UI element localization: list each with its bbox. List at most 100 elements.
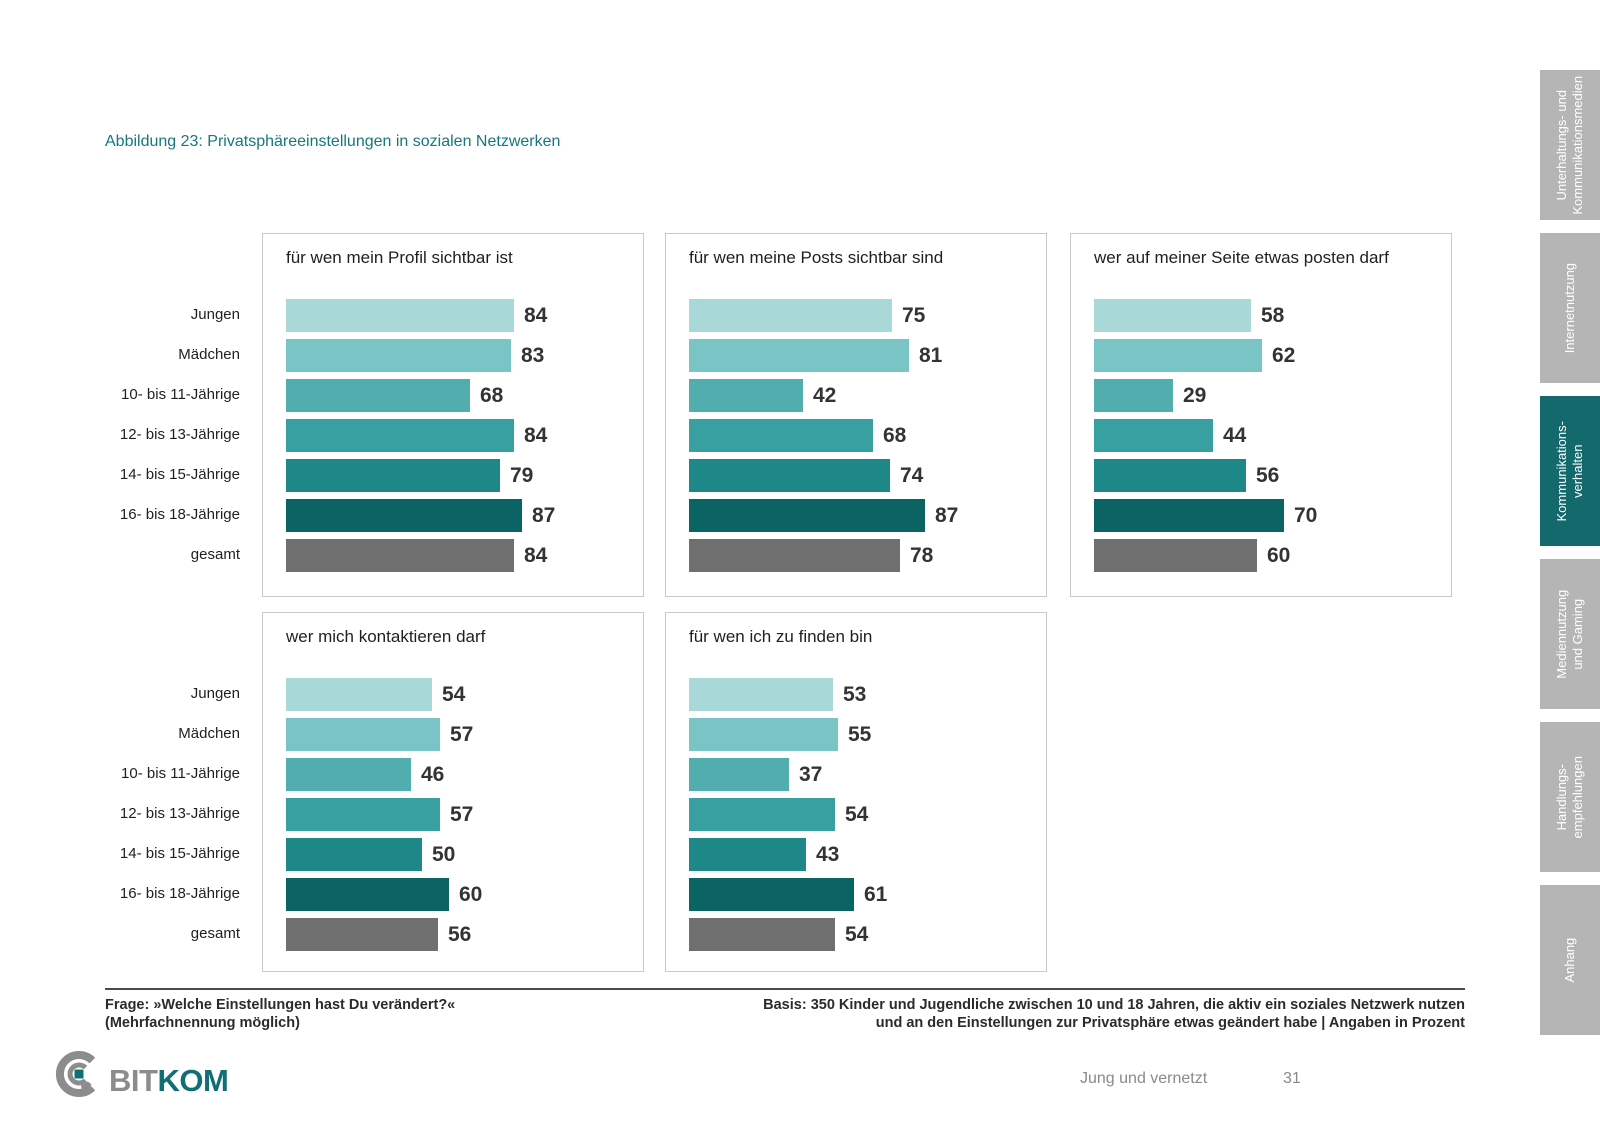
bar-value-label: 37: [799, 762, 823, 786]
bar-value-label: 84: [524, 423, 548, 447]
bar-row-14-bis-15-j-hrige: 56: [1094, 459, 1451, 492]
bar-row-10-bis-11-j-hrige: 29: [1094, 379, 1451, 412]
basis-note: Basis: 350 Kinder und Jugendliche zwisch…: [763, 996, 1465, 1032]
category-label-14-bis-15-j-hrige: 14- bis 15-Jährige: [119, 845, 240, 862]
bar-row-jungen: 75: [689, 299, 1046, 332]
bar-value-label: 61: [864, 882, 888, 906]
bar: [689, 299, 892, 332]
bar-value-label: 58: [1261, 303, 1285, 327]
bar-value-label: 56: [1256, 463, 1280, 487]
sidebar-tab-kommunikations-verhalten[interactable]: Kommunikations- verhalten: [1540, 396, 1600, 546]
bar: [689, 339, 909, 372]
bars-group: 58 62 29 44 56 70 60: [1094, 299, 1451, 572]
bar-row-14-bis-15-j-hrige: 43: [689, 838, 1046, 871]
category-label-14-bis-15-j-hrige: 14- bis 15-Jährige: [119, 466, 240, 483]
question-note: Frage: »Welche Einstellungen hast Du ver…: [105, 996, 455, 1032]
chart-panel-wer-auf-meiner-seite-etwas-posten-darf: wer auf meiner Seite etwas posten darf 58…: [1070, 233, 1452, 597]
chart-panel-f-r-wen-ich-zu-finden-bin: für wen ich zu finden bin 53 55 37 54 43 61 54: [665, 612, 1047, 972]
bar: [286, 918, 438, 951]
basis-line-2: und an den Einstellungen zur Privatsphär…: [875, 1015, 1465, 1031]
bar: [1094, 539, 1257, 572]
bar: [689, 878, 854, 911]
category-labels: Jungen Mädchen 10- bis 11-Jährige 12- bis 1…: [40, 677, 240, 957]
category-label-10-bis-11-j-hrige: 10- bis 11-Jährige: [121, 765, 240, 782]
bar-row-gesamt: 84: [286, 539, 643, 572]
bar-value-label: 68: [480, 383, 504, 407]
bar: [286, 878, 449, 911]
sidebar-tab-unterhaltungs-und-kommunikationsmedien[interactable]: Unterhaltungs- und Kommunikationsmedien: [1540, 70, 1600, 220]
bar-value-label: 87: [935, 503, 959, 527]
category-label-jungen: Jungen: [190, 685, 240, 702]
sidebar-tab-mediennutzung-und-gaming[interactable]: Mediennutzung und Gaming: [1540, 559, 1600, 709]
bar: [286, 838, 422, 871]
bar-value-label: 62: [1272, 343, 1296, 367]
footer-divider: [105, 988, 1465, 990]
bar-row-16-bis-18-j-hrige: 60: [286, 878, 643, 911]
bar-row-16-bis-18-j-hrige: 61: [689, 878, 1046, 911]
bar: [286, 379, 470, 412]
bar-value-label: 29: [1183, 383, 1207, 407]
bar-row-14-bis-15-j-hrige: 79: [286, 459, 643, 492]
bar-value-label: 83: [521, 343, 545, 367]
bitkom-logo-icon: [55, 1044, 103, 1109]
bar-value-label: 57: [450, 722, 474, 746]
category-label-m-dchen: Mädchen: [178, 346, 240, 363]
bar-value-label: 54: [845, 802, 869, 826]
bar: [286, 718, 440, 751]
bar-row-m-dchen: 81: [689, 339, 1046, 372]
category-label-12-bis-13-j-hrige: 12- bis 13-Jährige: [119, 805, 240, 822]
bar: [286, 539, 514, 572]
bar: [286, 758, 411, 791]
bar-value-label: 84: [524, 303, 548, 327]
bar: [689, 499, 925, 532]
bitkom-wordmark: BITKOM: [109, 1063, 229, 1099]
bar-value-label: 70: [1294, 503, 1318, 527]
bar-value-label: 57: [450, 802, 474, 826]
bar-value-label: 54: [442, 682, 466, 706]
bar: [286, 419, 514, 452]
sidebar-tab-handlungs-empfehlungen[interactable]: Handlungs- empfehlungen: [1540, 722, 1600, 872]
bar-row-jungen: 54: [286, 678, 643, 711]
bar: [689, 758, 789, 791]
bar-row-14-bis-15-j-hrige: 50: [286, 838, 643, 871]
bar-value-label: 60: [1267, 543, 1291, 567]
bar: [689, 718, 838, 751]
bar-value-label: 54: [845, 922, 869, 946]
bars-group: 54 57 46 57 50 60 56: [286, 678, 643, 951]
sidebar-tab-internetnutzung[interactable]: Internetnutzung: [1540, 233, 1600, 383]
bar-value-label: 79: [510, 463, 534, 487]
sidebar-tab-label: Kommunikations- verhalten: [1553, 420, 1585, 522]
bar-value-label: 50: [432, 842, 456, 866]
bar-row-m-dchen: 83: [286, 339, 643, 372]
bar: [689, 798, 835, 831]
sidebar-tab-anhang[interactable]: Anhang: [1540, 885, 1600, 1035]
bar-row-gesamt: 60: [1094, 539, 1451, 572]
category-label-16-bis-18-j-hrige: 16- bis 18-Jährige: [119, 506, 240, 523]
bar-row-16-bis-18-j-hrige: 87: [286, 499, 643, 532]
basis-line-1: Basis: 350 Kinder und Jugendliche zwisch…: [763, 997, 1465, 1013]
bar-value-label: 87: [532, 503, 556, 527]
category-label-gesamt: gesamt: [190, 546, 240, 563]
bar-row-10-bis-11-j-hrige: 46: [286, 758, 643, 791]
bar: [286, 499, 522, 532]
bars-group: 53 55 37 54 43 61 54: [689, 678, 1046, 951]
bar-row-12-bis-13-j-hrige: 84: [286, 419, 643, 452]
bar-row-12-bis-13-j-hrige: 68: [689, 419, 1046, 452]
bar: [1094, 379, 1173, 412]
panel-title: für wen meine Posts sichtbar sind: [689, 248, 944, 267]
bar: [286, 678, 432, 711]
figure-title: Abbildung 23: Privatsphäreeinstellungen …: [105, 133, 561, 150]
question-line-1: Frage: »Welche Einstellungen hast Du ver…: [105, 997, 456, 1013]
page-number: 31: [1283, 1070, 1301, 1087]
sidebar-tab-label: Internetnutzung: [1561, 262, 1577, 354]
bar: [689, 838, 806, 871]
bar: [689, 918, 835, 951]
bar-row-gesamt: 54: [689, 918, 1046, 951]
bar-value-label: 44: [1223, 423, 1247, 447]
bar: [689, 379, 803, 412]
bar: [689, 539, 900, 572]
bar-row-10-bis-11-j-hrige: 37: [689, 758, 1046, 791]
sidebar-tab-label: Handlungs- empfehlungen: [1553, 755, 1585, 839]
bar-value-label: 78: [910, 543, 934, 567]
bar: [286, 459, 500, 492]
